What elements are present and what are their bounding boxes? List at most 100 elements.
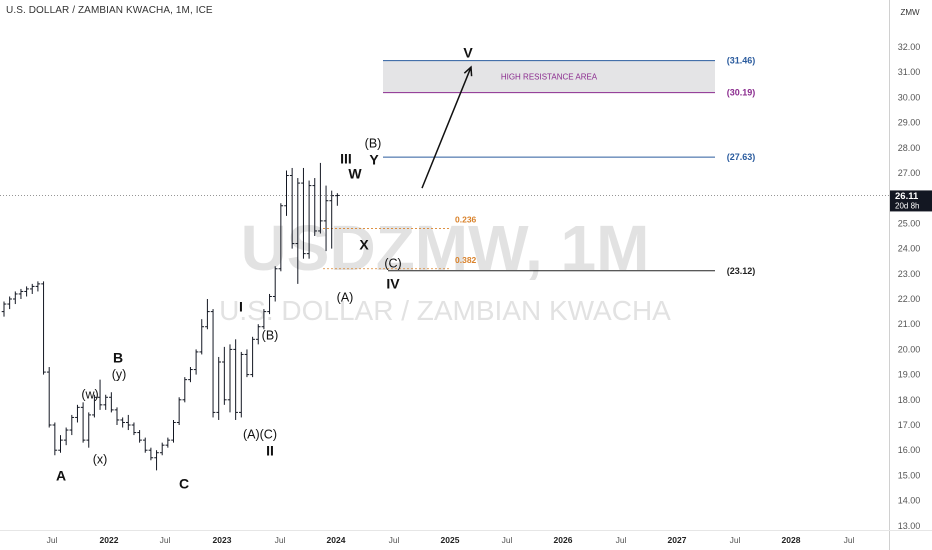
wave-label: (y) bbox=[112, 367, 127, 381]
ohlc-bar bbox=[295, 178, 301, 284]
time-tick-label: Jul bbox=[160, 535, 171, 545]
ohlc-bar bbox=[97, 379, 103, 410]
price-tick-label: 14.00 bbox=[898, 496, 921, 506]
ohlc-bar bbox=[24, 286, 29, 297]
wave-label: I bbox=[239, 299, 243, 315]
ohlc-bar bbox=[171, 419, 176, 443]
ohlc-bar bbox=[312, 178, 318, 236]
ohlc-bar bbox=[131, 422, 137, 436]
ohlc-bar bbox=[182, 377, 188, 403]
bar-countdown: 20d 8h bbox=[895, 201, 919, 210]
ohlc-bar bbox=[261, 309, 267, 330]
ohlc-bar bbox=[46, 367, 52, 428]
ohlc-bar bbox=[148, 447, 154, 461]
time-tick-label: Jul bbox=[730, 535, 741, 545]
wave-label: II bbox=[266, 443, 274, 459]
elliott-wave-labels: A(w)(x)(y)BCI(A)(C)(B)IIIIIWX(A)(B)Y(C)I… bbox=[56, 45, 473, 492]
ohlc-bar bbox=[289, 167, 295, 249]
last-price-value: 26.11 bbox=[895, 191, 919, 202]
wave-label: (A)(C) bbox=[243, 427, 277, 441]
arrow-head bbox=[463, 65, 473, 77]
ohlc-bar bbox=[239, 351, 244, 418]
price-tick-label: 18.00 bbox=[898, 395, 921, 405]
ohlc-bar bbox=[318, 162, 323, 234]
resistance-zone-label: HIGH RESISTANCE AREA bbox=[501, 73, 598, 82]
ohlc-bar bbox=[114, 407, 120, 425]
time-tick-label: Jul bbox=[616, 535, 627, 545]
ohlc-bar bbox=[126, 414, 131, 431]
projection-arrow bbox=[421, 65, 473, 189]
ohlc-bar bbox=[329, 190, 334, 249]
ohlc-bar bbox=[92, 394, 97, 418]
wave-label: (B) bbox=[365, 136, 382, 150]
price-tick-label: 13.00 bbox=[898, 521, 921, 531]
ohlc-bar bbox=[205, 299, 210, 330]
ohlc-bars bbox=[1, 162, 340, 471]
price-tick-label: 31.00 bbox=[898, 67, 921, 77]
ohlc-bar bbox=[69, 414, 75, 436]
watermark-name: U.S. DOLLAR / ZAMBIAN KWACHA bbox=[219, 295, 671, 326]
time-axis[interactable]: Jul 2022 Jul 2023 Jul 2024 Jul 2025 Jul 2026 Jul 20… bbox=[0, 530, 932, 546]
chart-title: U.S. DOLLAR / ZAMBIAN KWACHA, 1M, ICE bbox=[6, 5, 213, 16]
price-tick-label: 19.00 bbox=[898, 370, 921, 380]
ohlc-bar bbox=[278, 203, 284, 272]
arrow-shaft bbox=[421, 66, 472, 189]
ohlc-bar bbox=[233, 339, 238, 420]
ohlc-bar bbox=[250, 336, 255, 378]
price-tick-label: 21.00 bbox=[898, 319, 921, 329]
fibonacci-levels: 0.236 0.382 bbox=[323, 214, 477, 270]
currency-label: ZMW bbox=[900, 8, 920, 17]
ohlc-bar bbox=[29, 283, 35, 294]
ohlc-bar bbox=[86, 412, 92, 448]
ohlc-bar bbox=[176, 397, 182, 425]
price-tick-label: 22.00 bbox=[898, 294, 921, 304]
ohlc-bar bbox=[323, 185, 329, 252]
ohlc-bar bbox=[7, 296, 12, 310]
ohlc-bar bbox=[58, 435, 63, 453]
time-tick-label: 2022 bbox=[100, 535, 119, 545]
time-tick-label: Jul bbox=[844, 535, 855, 545]
price-tick-label: 28.00 bbox=[898, 143, 921, 153]
ohlc-bar bbox=[18, 288, 24, 299]
price-axis[interactable]: ZMW 32.0031.0030.0029.0028.0027.0026.002… bbox=[889, 0, 921, 550]
level-label: (27.63) bbox=[727, 152, 756, 162]
level-label: (31.46) bbox=[727, 56, 756, 66]
wave-label: (w) bbox=[81, 387, 98, 401]
resistance-zone bbox=[383, 60, 715, 93]
price-tick-label: 25.00 bbox=[898, 218, 921, 228]
time-tick-label: 2023 bbox=[213, 535, 232, 545]
last-price-tag: 26.11 20d 8h bbox=[890, 190, 932, 212]
ohlc-bar bbox=[63, 427, 69, 446]
ohlc-bar bbox=[210, 309, 216, 418]
price-tick-label: 16.00 bbox=[898, 445, 921, 455]
fib-label: 0.236 bbox=[455, 214, 477, 224]
ohlc-bar bbox=[227, 344, 233, 413]
wave-label: C bbox=[179, 476, 189, 492]
ohlc-bar bbox=[154, 450, 159, 471]
ohlc-bar bbox=[255, 324, 261, 345]
ohlc-bar bbox=[13, 291, 18, 305]
ohlc-bar bbox=[306, 180, 312, 259]
ohlc-bar bbox=[120, 417, 125, 428]
wave-label: IV bbox=[386, 276, 400, 292]
ohlc-bar bbox=[159, 442, 165, 456]
ohlc-bar bbox=[35, 281, 41, 292]
ohlc-bar bbox=[137, 430, 142, 443]
time-tick-label: 2027 bbox=[668, 535, 687, 545]
time-tick-label: Jul bbox=[47, 535, 58, 545]
price-tick-label: 27.00 bbox=[898, 168, 921, 178]
wave-label: X bbox=[359, 237, 369, 253]
time-tick-label: 2028 bbox=[782, 535, 801, 545]
fib-label: 0.382 bbox=[455, 255, 477, 265]
wave-label: B bbox=[113, 350, 123, 366]
ohlc-bar bbox=[1, 301, 7, 317]
ohlc-bar bbox=[142, 437, 148, 453]
ohlc-bar bbox=[272, 266, 278, 302]
ohlc-bar bbox=[284, 170, 289, 216]
wave-label: A bbox=[56, 468, 66, 484]
wave-label: W bbox=[348, 166, 362, 182]
ohlc-bar bbox=[301, 167, 306, 259]
price-tick-label: 24.00 bbox=[898, 244, 921, 254]
time-tick-label: 2025 bbox=[441, 535, 460, 545]
